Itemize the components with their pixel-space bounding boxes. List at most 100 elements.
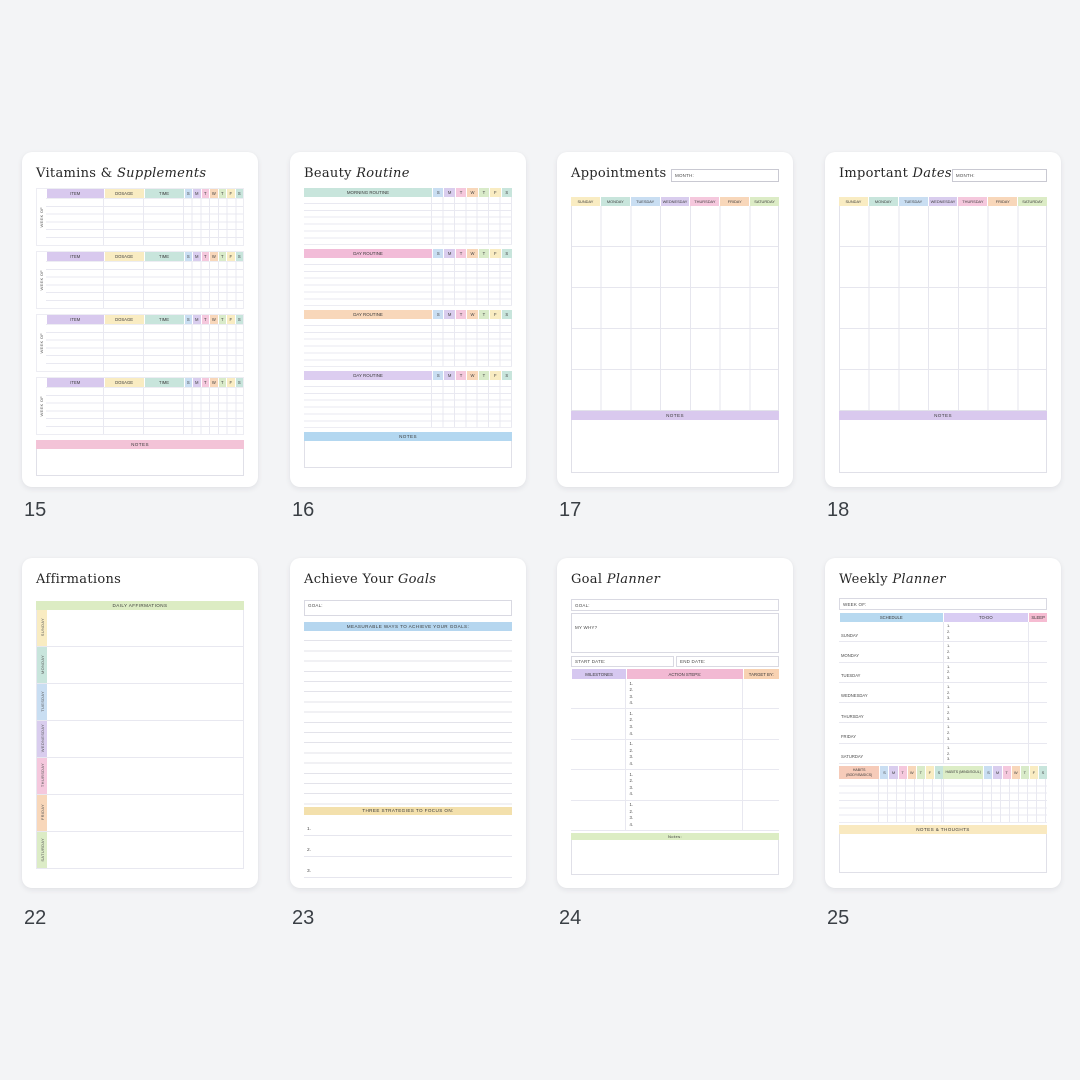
col-item: ITEM: [46, 378, 104, 387]
notes-area: [571, 419, 779, 473]
week-of-label: WEEK OF: [39, 206, 44, 228]
mini-day-6: S: [234, 252, 244, 261]
habits-mind-header: HABITS (MIND/SOUL): [943, 766, 984, 780]
routine-grid: [304, 258, 512, 306]
cal-day-6: SATURDAY: [1017, 197, 1048, 206]
planner-page-appointments[interactable]: Appointments MONTH: SUNDAY MONDAY TUESDAY W…: [557, 152, 793, 487]
notes-area: [839, 419, 1047, 473]
mini-day-5: F: [226, 252, 235, 261]
planner-page-vitamins[interactable]: Vitamins & Supplements WEEK OF ITEM DOSA…: [22, 152, 258, 487]
day-row: WEDNESDAY 1. 2. 3.: [839, 682, 1047, 704]
mini-day-1: M: [888, 766, 898, 780]
mini-day-5: F: [226, 315, 235, 324]
mini-day-4: T: [477, 310, 490, 319]
mini-day-5: F: [489, 249, 501, 258]
notes-area: [304, 440, 512, 468]
day-row: SUNDAY: [36, 609, 244, 647]
num-3: 4.: [629, 761, 634, 767]
day-row: THURSDAY 1. 2. 3.: [839, 703, 1047, 724]
mini-day-3: W: [209, 315, 218, 324]
col-dosage: DOSAGE: [103, 315, 144, 324]
mini-day-0: S: [183, 378, 193, 387]
week-of-label: WEEK OF: [39, 395, 44, 417]
planner-page-achieve-goals[interactable]: Achieve Your Goals GOAL: MEASURABLE WAYS…: [290, 558, 526, 888]
mini-day-0: S: [183, 315, 193, 324]
num-0: 1.: [947, 683, 951, 689]
month-field: MONTH:: [671, 169, 779, 182]
num-0: 1.: [947, 643, 951, 649]
num-2: 3.: [629, 815, 634, 821]
cal-day-2: TUESDAY: [629, 197, 660, 206]
section-header: DAY ROUTINE: [304, 371, 432, 380]
mini-day-4: T: [217, 189, 227, 198]
mini-day-6: S: [500, 371, 512, 380]
section-header: DAY ROUTINE: [304, 310, 432, 319]
habits-grid: [839, 779, 1047, 824]
mini-day-5: F: [489, 188, 501, 197]
day-row: MONDAY: [36, 646, 244, 684]
mini-day-6: S: [234, 315, 244, 324]
goal-field: GOAL:: [571, 599, 779, 611]
mini-day-5: F: [226, 378, 235, 387]
calendar-grid: [571, 206, 779, 411]
cal-day-3: WEDNESDAY: [659, 197, 690, 206]
col-item: ITEM: [46, 189, 104, 198]
col-item: ITEM: [46, 315, 104, 324]
mini-day-4: T: [217, 252, 227, 261]
notes-header: Notes:: [571, 832, 779, 840]
measurable-ways-header: MEASURABLE WAYS TO ACHIEVE YOUR GOALS:: [304, 622, 512, 631]
mini-day-5: F: [924, 766, 934, 780]
mini-day-6: S: [500, 310, 512, 319]
page-title: Appointments: [571, 166, 667, 181]
notes-header: NOTES & THOUGHTS: [839, 825, 1047, 835]
day-row: THURSDAY: [36, 757, 244, 795]
section-header: MORNING ROUTINE: [304, 188, 432, 197]
mini-day-1: M: [443, 249, 455, 258]
mini-day-3: W: [466, 249, 478, 258]
mini-day-3: W: [209, 378, 218, 387]
week-of-label: WEEK OF: [39, 269, 44, 291]
mini-day-2: T: [454, 371, 467, 380]
mini-day-2: T: [200, 378, 210, 387]
day-row: TUESDAY: [36, 683, 244, 721]
planner-page-affirmations[interactable]: Affirmations DAILY AFFIRMATIONS SUNDAY M…: [22, 558, 258, 888]
week-grid: [46, 387, 244, 434]
habits-body-header: HABITS (BODY/BASICS): [839, 766, 880, 780]
calendar-day-headers: SUNDAY MONDAY TUESDAY WEDNESDAY THURSDAY FRID…: [839, 197, 1048, 206]
col-dosage: DOSAGE: [103, 378, 144, 387]
mini-day-4: T: [217, 315, 227, 324]
num-2: 3.: [947, 675, 951, 681]
notes-header: NOTES: [304, 432, 512, 441]
calendar-grid: [839, 206, 1047, 411]
planner-page-weekly-planner[interactable]: Weekly Planner WEEK OF: SCHEDULE TO-DO S…: [825, 558, 1061, 888]
num-0: 1.: [629, 802, 634, 808]
col-action-steps: ACTION STEPS:: [626, 669, 743, 679]
planner-page-important-dates[interactable]: Important Dates MONTH: SUNDAY MONDAY TUESD…: [825, 152, 1061, 487]
planner-page-goal-planner[interactable]: Goal Planner GOAL: MY WHY? START DATE: E…: [557, 558, 793, 888]
milestone-row: 1. 2. 3. 4.: [571, 739, 779, 771]
mini-day-0: S: [983, 766, 993, 780]
mini-day-2: T: [1001, 766, 1011, 780]
num-2: 3.: [947, 736, 951, 742]
num-1: 2.: [629, 717, 634, 723]
mini-day-2: T: [200, 189, 210, 198]
notes-area: [839, 834, 1047, 874]
notes-header: NOTES: [571, 411, 779, 420]
num-3: 4.: [629, 791, 634, 797]
num-1: 2.: [947, 628, 951, 634]
num-1: 2.: [947, 689, 951, 695]
num-2: 3.: [947, 715, 951, 721]
start-date-field: START DATE:: [571, 656, 674, 667]
mini-day-1: M: [192, 315, 201, 324]
milestone-row: 1. 2. 3. 4.: [571, 800, 779, 831]
col-dosage: DOSAGE: [103, 189, 144, 198]
num-2: 3.: [629, 784, 634, 790]
mini-day-6: S: [234, 189, 244, 198]
page-title: Vitamins & Supplements: [36, 166, 207, 181]
